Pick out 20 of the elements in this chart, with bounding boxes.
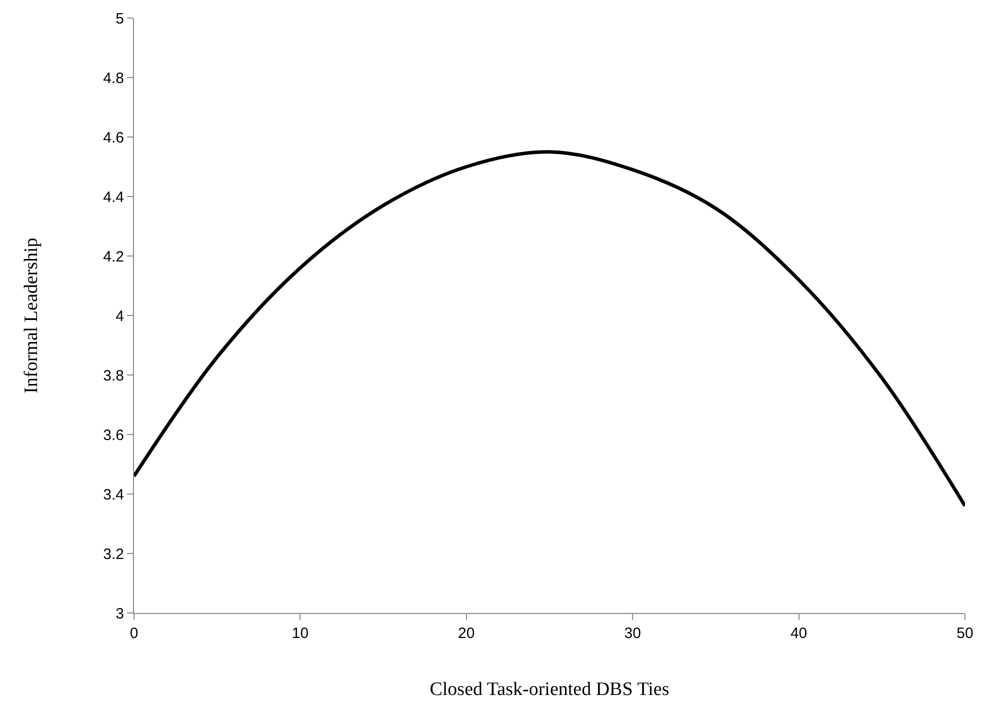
- y-tick-label: 3.4: [103, 486, 124, 504]
- line-series: [134, 150, 965, 508]
- y-tick-label: 3.8: [103, 367, 124, 384]
- x-tick-label: 40: [790, 625, 808, 642]
- y-axis-title: Informal Leadership: [20, 238, 42, 394]
- x-tick-label: 0: [130, 625, 138, 642]
- x-tick-label: 20: [458, 625, 475, 642]
- x-axis-title: Closed Task-oriented DBS Ties: [430, 678, 670, 700]
- y-tick-label: 4: [116, 308, 124, 325]
- y-tick-label: 5: [116, 10, 124, 28]
- y-tick-label: 3.2: [103, 546, 124, 563]
- y-tick-label: 4.8: [103, 70, 124, 87]
- y-tick-label: 3: [116, 605, 124, 622]
- y-tick-label: 3.6: [103, 426, 124, 444]
- x-tick-label: 30: [624, 625, 641, 642]
- y-tick-label: 4.2: [103, 248, 124, 266]
- x-tick-label: 10: [292, 625, 309, 642]
- y-tick-label: 4.4: [103, 188, 124, 206]
- x-tick-label: 50: [956, 625, 974, 642]
- y-tick-label: 4.6: [103, 129, 124, 146]
